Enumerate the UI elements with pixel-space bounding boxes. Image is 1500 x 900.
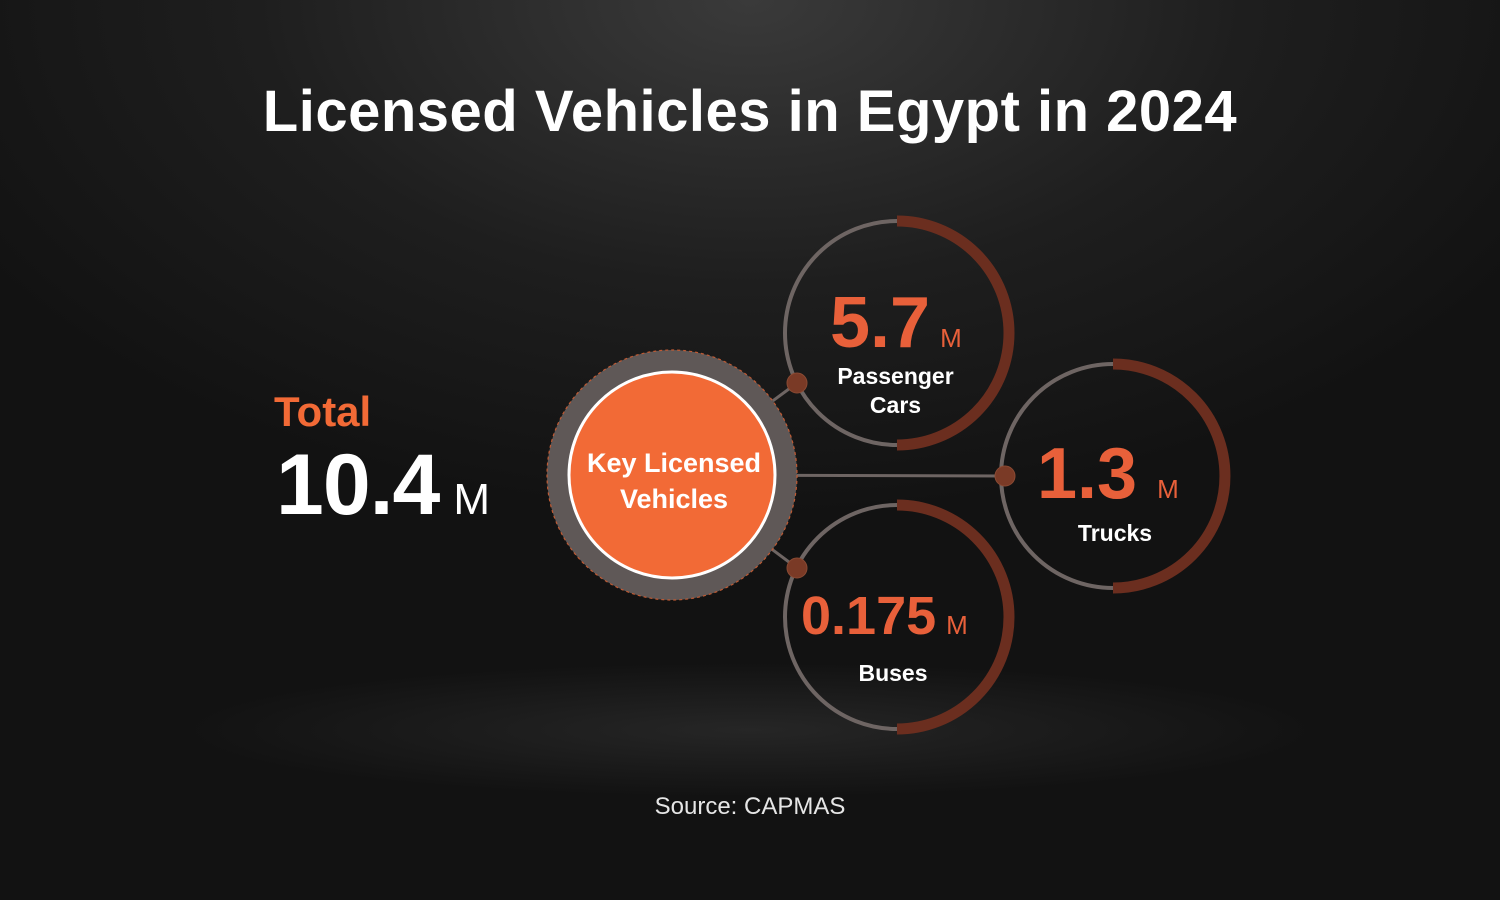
passenger-cars-connector-dot [786, 372, 808, 394]
center-inner-circle [567, 370, 777, 580]
passenger-cars-label: Passenger Cars [818, 362, 973, 420]
passenger-cars-number: 5.7 [830, 283, 931, 363]
buses-label: Buses [818, 659, 968, 688]
source-note: Source: CAPMAS [654, 793, 846, 820]
passenger-cars-unit: M [940, 323, 962, 353]
buses-number: 0.175 [801, 586, 937, 646]
trucks-ring-arc [1112, 358, 1231, 594]
center-label-text: Key Licensed Vehicles [586, 448, 762, 514]
passenger-cars-node [783, 215, 1015, 451]
background-floor-glow [0, 640, 1500, 900]
trucks-label-line-1: Trucks [1077, 520, 1153, 546]
trucks-unit: M [1157, 474, 1179, 504]
trucks-value: 1.3 M [1037, 433, 1179, 515]
passenger-cars-label-line-2: Cars [869, 392, 922, 418]
trucks-connector-dot [994, 465, 1016, 487]
buses-unit: M [946, 610, 968, 640]
trucks-number: 1.3 [1037, 434, 1138, 514]
buses-value: 0.175 M [801, 585, 968, 647]
passenger-cars-label-line-1: Passenger [837, 363, 954, 389]
total-value: 10.4 M [276, 436, 490, 535]
buses-ring-arc [896, 499, 1015, 735]
category-nodes [783, 215, 1231, 735]
center-label: Key Licensed Vehicles [574, 445, 774, 517]
center-node [546, 349, 798, 601]
total-label: Total [274, 388, 372, 435]
total-number: 10.4 [276, 437, 440, 533]
passenger-cars-ring-arc [896, 215, 1015, 451]
total-unit: M [453, 475, 491, 524]
trucks-label: Trucks [1040, 519, 1190, 548]
buses-node [783, 499, 1015, 735]
buses-label-line-1: Buses [858, 660, 928, 686]
chart-title: Licensed Vehicles in Egypt in 2024 [262, 79, 1238, 144]
trucks-node [994, 358, 1231, 594]
passenger-cars-value: 5.7 M [830, 282, 962, 364]
trucks-connector [796, 473, 1006, 478]
buses-connector-dot [786, 557, 808, 579]
